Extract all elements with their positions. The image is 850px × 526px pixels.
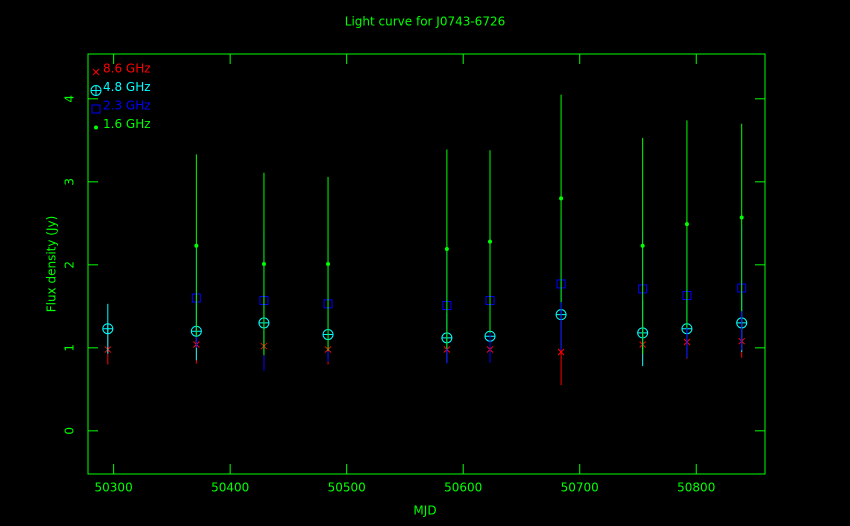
marker-shape xyxy=(261,262,266,266)
marker xyxy=(102,323,114,335)
marker-shape xyxy=(444,247,449,252)
marker-shape xyxy=(684,222,689,227)
marker-shape xyxy=(640,243,645,248)
marker xyxy=(684,222,689,227)
marker-shape xyxy=(557,348,565,356)
marker-shape xyxy=(559,196,564,201)
marker-shape xyxy=(91,85,101,96)
marker xyxy=(444,247,449,252)
marker-shape xyxy=(326,262,331,266)
plot-frame xyxy=(87,53,766,475)
marker xyxy=(194,243,199,248)
marker-shape xyxy=(91,104,101,114)
marker xyxy=(90,85,102,96)
marker xyxy=(94,125,98,130)
y-tick-label: 2 xyxy=(63,261,77,269)
x-tick-label: 50400 xyxy=(211,481,249,495)
marker xyxy=(557,348,565,356)
legend-label: 1.6 GHz xyxy=(103,117,151,131)
marker xyxy=(92,68,100,76)
y-tick-label: 4 xyxy=(63,95,77,103)
y-tick-label: 3 xyxy=(63,178,77,186)
chart-title: Light curve for J0743-6726 xyxy=(345,15,505,29)
marker-shape xyxy=(488,239,493,244)
legend-label: 2.3 GHz xyxy=(103,99,151,113)
marker xyxy=(739,215,744,220)
y-tick-label: 0 xyxy=(63,427,77,435)
marker xyxy=(261,262,266,266)
x-axis-label: MJD xyxy=(413,504,436,518)
legend-label: 4.8 GHz xyxy=(103,80,151,94)
marker xyxy=(640,243,645,248)
legend-label: 8.6 GHz xyxy=(103,62,151,76)
marker xyxy=(488,239,493,244)
marker-shape xyxy=(102,323,113,334)
y-axis-label: Flux density (Jy) xyxy=(45,216,59,313)
marker xyxy=(559,196,564,201)
marker-shape xyxy=(94,125,98,130)
x-tick-label: 50600 xyxy=(444,481,482,495)
marker-shape xyxy=(92,68,100,76)
marker xyxy=(326,262,331,266)
y-tick-label: 1 xyxy=(63,344,77,352)
marker xyxy=(91,104,101,114)
marker-shape xyxy=(194,243,199,248)
x-tick-label: 50700 xyxy=(561,481,599,495)
x-tick-label: 50500 xyxy=(328,481,366,495)
x-tick-label: 50300 xyxy=(95,481,133,495)
marker-shape xyxy=(739,215,744,220)
x-tick-label: 50800 xyxy=(677,481,715,495)
